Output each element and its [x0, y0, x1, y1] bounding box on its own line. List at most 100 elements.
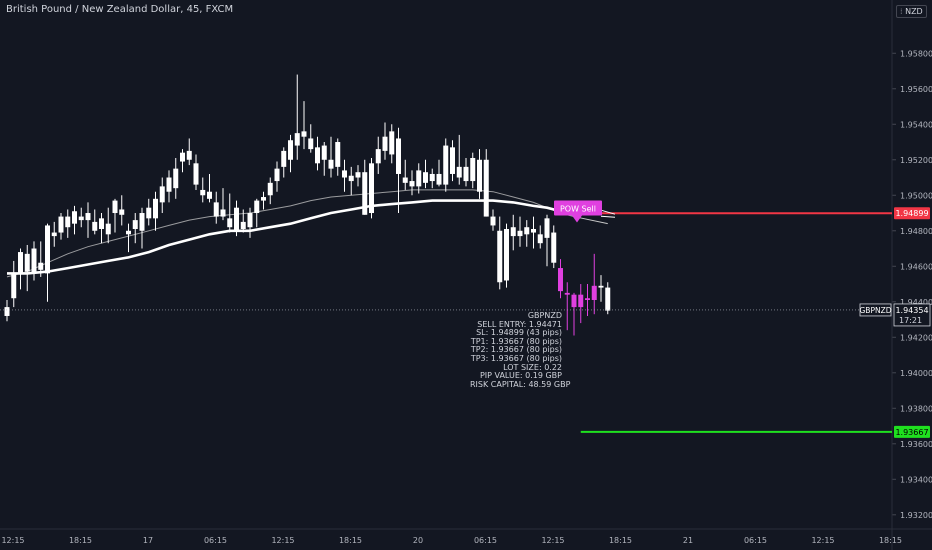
x-tick-label: 18:15 — [879, 536, 902, 545]
candle-body — [450, 147, 455, 174]
candle-body — [166, 177, 172, 192]
candle-body — [429, 173, 435, 182]
signal-label-pointer — [572, 215, 582, 223]
candle-body — [18, 252, 23, 274]
candle-body — [126, 230, 131, 235]
candle-body — [51, 232, 57, 237]
last-price-tag: 1.94354 — [895, 306, 928, 315]
last-price-tag-bg — [893, 303, 931, 327]
candle-body — [477, 159, 482, 192]
candle-body — [531, 228, 536, 233]
x-tick-label: 06:15 — [744, 536, 767, 545]
price-levels — [0, 209, 892, 433]
x-tick-label: 06:15 — [474, 536, 497, 545]
tp-price-tag: 1.93667 — [895, 428, 928, 437]
candle-body — [396, 138, 401, 174]
candle-body — [436, 173, 442, 185]
info-line: TP2: 1.93667 (80 pips) — [470, 345, 562, 355]
signal-label: POW Sell — [560, 204, 596, 213]
candle-body — [544, 218, 550, 238]
symbol-tag: GBPNZD — [859, 306, 891, 315]
x-tick-label: 18:15 — [609, 536, 632, 545]
signal-label-bg — [554, 200, 602, 216]
x-axis-ticks: 12:15 18:15 17 06:15 12:15 18:15 20 06:15 12:15 1… — [1, 536, 902, 545]
candle-body — [355, 172, 361, 178]
y-tick-label: 1.93200 — [900, 511, 932, 520]
y-tick-label: 1.94400 — [900, 298, 932, 307]
candle-body — [85, 213, 91, 221]
info-line: RISK CAPITAL: 48.59 GBP — [470, 379, 571, 389]
currency-badge[interactable]: ⁞ NZD — [896, 5, 927, 18]
x-tick-label: 18:15 — [69, 536, 92, 545]
signal-arrow-lines — [600, 209, 616, 218]
candle-body — [11, 273, 17, 299]
info-line: SL: 1.94899 (43 pips) — [476, 328, 562, 338]
candle-body — [24, 253, 30, 272]
ma-fast-line — [6, 189, 575, 278]
candle-body — [193, 163, 199, 185]
x-tick-label: 12:15 — [1, 536, 24, 545]
candle-body — [186, 150, 192, 160]
lock-icon: ⁞ — [900, 7, 906, 16]
x-tick-label: 21 — [683, 536, 693, 545]
candle-body — [220, 209, 226, 217]
candle-body — [558, 268, 563, 292]
candle-body — [591, 285, 597, 301]
candle-body — [227, 218, 233, 228]
trade-info-panel: GBPNZD SELL ENTRY: 1.94471 SL: 1.94899 (… — [470, 311, 571, 389]
candle-body — [173, 168, 179, 189]
chart-title: British Pound / New Zealand Dollar, 45, … — [6, 4, 234, 15]
candle-body — [247, 213, 253, 228]
candle-body — [315, 147, 320, 164]
candle-body — [497, 230, 503, 283]
candle-body — [342, 170, 347, 178]
candle-body — [45, 225, 50, 274]
candle-body — [254, 200, 260, 214]
y-tick-label: 1.94200 — [900, 333, 932, 342]
candle-body — [504, 228, 509, 281]
x-tick-label: 12:15 — [811, 536, 834, 545]
candle-body — [490, 216, 496, 226]
candle-body — [153, 198, 158, 219]
candle-body — [72, 211, 77, 224]
candle-body — [78, 216, 84, 221]
candle-body — [483, 159, 489, 217]
x-tick-label: 20 — [413, 536, 423, 545]
sl-price-tag-bg — [894, 207, 930, 220]
info-line: TP3: 1.93667 (80 pips) — [470, 353, 562, 363]
candle-body — [463, 166, 469, 182]
candle-body — [328, 159, 334, 169]
ma-slow-line — [7, 199, 575, 275]
y-tick-label: 1.94000 — [900, 369, 932, 378]
candle-body — [38, 262, 44, 270]
candle-body — [119, 209, 125, 215]
info-line: SELL ENTRY: 1.94471 — [477, 319, 562, 329]
candle-body — [571, 294, 577, 308]
candle-body — [456, 166, 462, 178]
candle-body — [578, 294, 584, 308]
y-tick-label: 1.94600 — [900, 262, 932, 271]
candle-body — [159, 186, 165, 203]
candle-body — [369, 163, 374, 214]
candle-body — [200, 189, 206, 196]
y-tick-label: 1.93800 — [900, 404, 932, 413]
x-tick-label: 06:15 — [204, 536, 227, 545]
candle-body — [288, 140, 293, 160]
candle-body — [321, 145, 327, 160]
sl-price-tag: 1.94899 — [895, 209, 928, 218]
candle-body — [58, 216, 64, 233]
candle-body — [402, 177, 408, 183]
candle-body — [524, 227, 530, 235]
candle-body — [348, 175, 354, 182]
candle-body — [551, 232, 557, 263]
x-tick-label: 18:15 — [339, 536, 362, 545]
y-tick-label: 1.95600 — [900, 85, 932, 94]
candle-body — [65, 216, 71, 228]
candle-body — [598, 285, 604, 288]
candle-body — [139, 213, 145, 231]
candle-body — [213, 202, 219, 217]
candle-body — [423, 172, 428, 183]
info-line: GBPNZD — [527, 311, 562, 320]
